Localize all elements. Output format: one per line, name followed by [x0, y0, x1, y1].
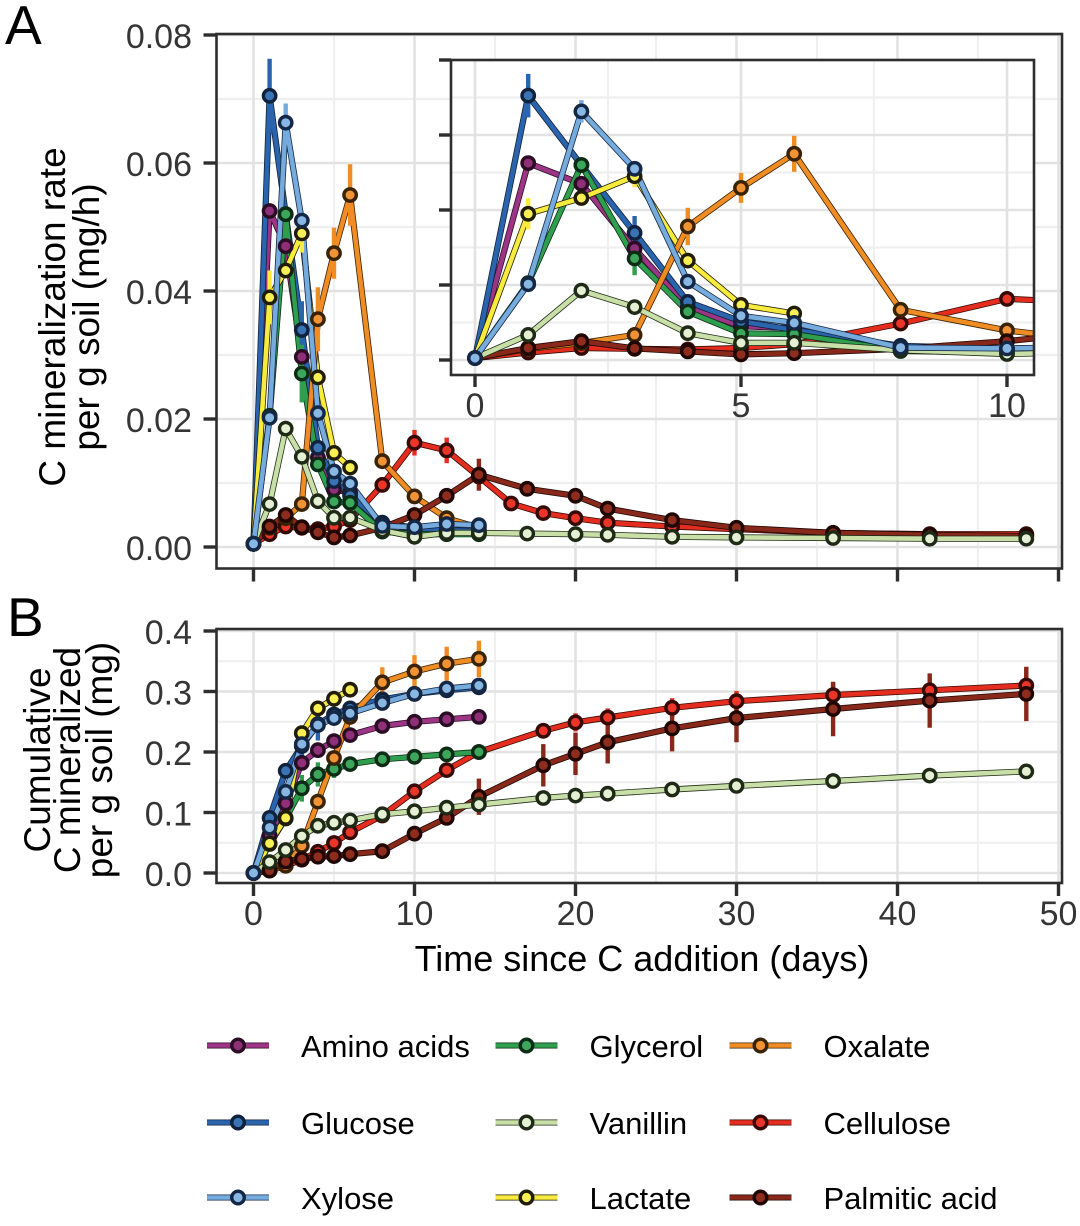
svg-text:C mineralized: C mineralized	[47, 647, 88, 873]
svg-text:20: 20	[557, 895, 595, 933]
svg-text:B: B	[7, 586, 44, 648]
svg-text:Palmitic acid: Palmitic acid	[824, 1181, 998, 1216]
svg-text:Xylose: Xylose	[301, 1181, 394, 1216]
svg-text:0: 0	[466, 387, 485, 425]
svg-text:Time since C addition (days): Time since C addition (days)	[415, 938, 870, 979]
svg-text:0.4: 0.4	[145, 614, 192, 652]
svg-text:40: 40	[879, 895, 917, 933]
svg-text:0.3: 0.3	[145, 675, 192, 713]
svg-text:0.02: 0.02	[126, 402, 192, 440]
svg-text:A: A	[5, 0, 42, 56]
svg-text:0.0: 0.0	[145, 856, 192, 894]
svg-text:Amino acids: Amino acids	[301, 1029, 470, 1064]
svg-text:per g soil (mg/h): per g soil (mg/h)	[66, 183, 107, 450]
svg-text:Cumulative: Cumulative	[17, 667, 58, 852]
svg-text:Glycerol: Glycerol	[590, 1029, 704, 1064]
svg-text:per g soil (mg): per g soil (mg)	[79, 642, 120, 878]
svg-text:Vanillin: Vanillin	[590, 1106, 688, 1141]
svg-text:0: 0	[244, 895, 263, 933]
svg-text:0.06: 0.06	[126, 146, 192, 184]
svg-text:0.08: 0.08	[126, 18, 192, 56]
svg-text:Oxalate: Oxalate	[824, 1029, 931, 1064]
svg-text:50: 50	[1040, 895, 1078, 933]
svg-text:30: 30	[718, 895, 756, 933]
svg-text:10: 10	[988, 387, 1026, 425]
svg-text:0.00: 0.00	[126, 530, 192, 568]
svg-text:5: 5	[732, 387, 751, 425]
svg-text:Cellulose: Cellulose	[824, 1106, 952, 1141]
svg-text:C mineralization rate: C mineralization rate	[32, 147, 73, 486]
svg-text:Glucose: Glucose	[301, 1106, 415, 1141]
svg-text:0.04: 0.04	[126, 274, 192, 312]
svg-text:Lactate: Lactate	[590, 1181, 692, 1216]
svg-text:0.1: 0.1	[145, 796, 192, 834]
svg-text:0.2: 0.2	[145, 735, 192, 773]
svg-text:10: 10	[396, 895, 434, 933]
